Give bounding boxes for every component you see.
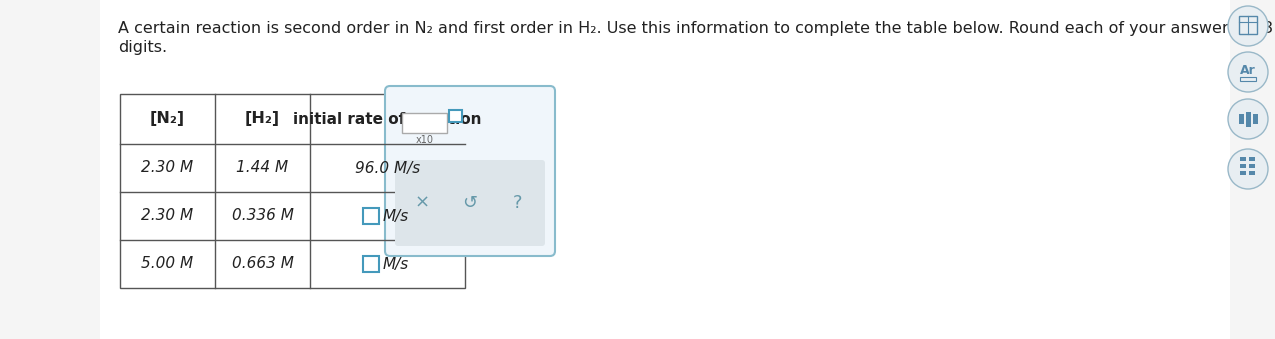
Text: M/s: M/s bbox=[382, 208, 409, 223]
Text: M/s: M/s bbox=[382, 257, 409, 272]
Text: 2.30 M: 2.30 M bbox=[142, 208, 194, 223]
Text: ?: ? bbox=[514, 194, 523, 212]
Circle shape bbox=[1228, 149, 1269, 189]
Bar bbox=[362, 256, 379, 272]
Bar bbox=[1241, 157, 1246, 161]
Bar bbox=[1250, 171, 1255, 175]
Bar bbox=[1250, 164, 1255, 168]
Bar bbox=[1239, 16, 1257, 34]
Text: [H₂]: [H₂] bbox=[245, 112, 280, 126]
FancyBboxPatch shape bbox=[395, 160, 544, 246]
Text: 1.44 M: 1.44 M bbox=[236, 160, 288, 176]
Text: [N₂]: [N₂] bbox=[150, 112, 185, 126]
Circle shape bbox=[1228, 99, 1269, 139]
Circle shape bbox=[1228, 6, 1269, 46]
Bar bbox=[120, 94, 465, 288]
Bar bbox=[1241, 77, 1256, 81]
Text: ↺: ↺ bbox=[463, 194, 478, 212]
Bar bbox=[1253, 114, 1258, 124]
Bar bbox=[1239, 114, 1244, 124]
Bar bbox=[99, 0, 1230, 339]
Text: 96.0 M/s: 96.0 M/s bbox=[354, 160, 421, 176]
Text: digits.: digits. bbox=[119, 40, 167, 55]
Text: 5.00 M: 5.00 M bbox=[142, 257, 194, 272]
Text: 2.30 M: 2.30 M bbox=[142, 160, 194, 176]
Bar bbox=[362, 208, 379, 224]
Circle shape bbox=[1228, 52, 1269, 92]
Text: initial rate of reaction: initial rate of reaction bbox=[293, 112, 482, 126]
Bar bbox=[1241, 164, 1246, 168]
Bar bbox=[402, 113, 448, 133]
Text: Ar: Ar bbox=[1241, 63, 1256, 77]
Text: A certain reaction is second order in N₂ and first order in H₂. Use this informa: A certain reaction is second order in N₂… bbox=[119, 21, 1275, 36]
Text: x10: x10 bbox=[416, 135, 434, 145]
Bar bbox=[1246, 112, 1251, 126]
FancyBboxPatch shape bbox=[385, 86, 555, 256]
Text: ×: × bbox=[414, 194, 430, 212]
Bar bbox=[449, 110, 462, 122]
Bar bbox=[1241, 171, 1246, 175]
Text: 0.336 M: 0.336 M bbox=[232, 208, 293, 223]
Text: 0.663 M: 0.663 M bbox=[232, 257, 293, 272]
Bar bbox=[1250, 157, 1255, 161]
